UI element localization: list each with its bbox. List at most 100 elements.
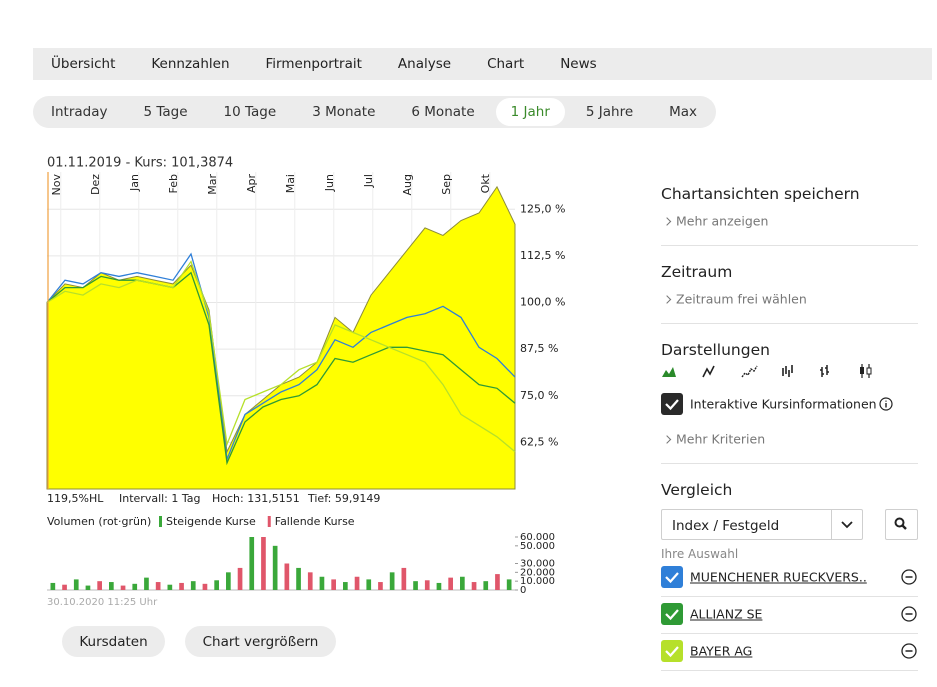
nav-tab[interactable]: Analyse [397,56,452,72]
legend-label: Fallende Kurse [275,515,355,528]
y-tick-label: 0 [520,585,526,596]
icon-points[interactable] [741,365,758,378]
y-tick-label: 60.000 [520,532,555,543]
range-pill[interactable]: 10 Tage [223,104,277,120]
nav-tab[interactable]: Übersicht [51,56,116,72]
icon-hlc[interactable] [820,365,829,377]
x-tick-label: Nov [50,174,63,196]
range-pill[interactable]: 5 Jahre [585,104,634,120]
x-tick-label: Mai [284,174,297,193]
compare-name[interactable]: ALLIANZ SE [690,606,763,622]
link[interactable]: Mehr Kriterien [662,431,766,447]
volume-bar [471,582,477,590]
volume-bar [62,584,67,590]
minus-icon [901,606,917,622]
link-text: Mehr anzeigen [676,213,769,229]
stat: Tief: 59,9149 [307,492,380,505]
legend-swatch [267,516,271,527]
volume-bar [237,567,243,590]
range-pill[interactable]: Max [669,104,698,120]
volume-bar [366,579,372,590]
range-pill[interactable]: 6 Monate [411,104,475,120]
volume-bar [214,580,219,590]
range-bar: Intraday 5 Tage 10 Tage 3 Monate 6 Monate 1 J… [33,96,716,128]
link[interactable]: Zeitraum frei wählen [662,292,807,307]
button[interactable]: Kursdaten [62,626,165,657]
stat: Intervall: 1 Tag [119,492,201,505]
x-tick-label: Jul [362,174,375,188]
minus-icon [901,569,917,585]
chart-area: 62,5 % 75,0 % 87,5 % 100,0 % 112,5 % 125,0 % N… [46,156,565,608]
check-mark [665,646,679,658]
remove-button[interactable] [901,606,917,622]
volume-bar [249,537,255,590]
icon-area[interactable] [662,367,676,377]
icon-line[interactable] [702,365,715,378]
remove-button[interactable] [901,643,917,659]
link-text: Mehr Kriterien [676,431,766,447]
info-icon[interactable] [879,397,893,411]
volume-bar [190,581,196,590]
volume-bar [179,582,184,590]
y-tick-label: 62,5 % [520,435,558,448]
search-button[interactable] [885,509,918,540]
button[interactable]: Chart vergrößern [185,626,336,657]
y-tick-label: 50.000 [520,541,555,552]
section-title: Chartansichten speichern [661,185,860,203]
select[interactable]: Index / Festgeld [661,509,863,540]
nav-bar: Übersicht Kennzahlen Firmenportrait Analyse… [33,48,932,80]
x-tick-label: Apr [245,174,258,194]
checkbox[interactable] [661,566,683,588]
x-tick-label: Sep [440,174,453,195]
legend-label: Steigende Kurse [166,515,256,528]
icon-candle[interactable] [866,367,872,375]
volume-bar [109,582,114,590]
y-tick-label: 10.000 [520,576,555,587]
checkbox[interactable] [661,603,683,625]
range-pill[interactable]: 3 Monate [312,104,376,120]
check-mark [665,572,679,584]
compare-name[interactable]: BAYER AG [690,643,753,659]
range-pill[interactable]: 1 Jahr [495,98,565,126]
volume-bar [296,567,301,590]
nav-tab[interactable]: Chart [487,56,525,72]
divider [661,323,918,324]
x-tick-label: Mar [206,174,219,195]
checkbox-label: Interaktive Kursinformationen [690,396,877,412]
nav-tab[interactable]: Kennzahlen [151,56,230,72]
checkbox[interactable] [661,640,683,662]
icon-candle[interactable] [860,367,864,374]
legend-swatch [159,516,162,527]
chevron-down [841,521,853,529]
section-title: Vergleich [661,481,733,499]
divider [661,596,918,597]
checkbox[interactable] [661,393,683,415]
volume-bar [495,574,500,590]
search-icon [894,517,907,530]
volume-bar [424,580,430,590]
y-tick-label: 20.000 [520,567,555,578]
volume-bar [436,582,442,590]
volume-bar [343,582,348,590]
price-area [46,185,516,490]
volume-bar [97,581,102,590]
icon-ohlc[interactable] [782,365,793,377]
x-tick-label: Feb [167,174,180,193]
volume-bar [50,582,56,590]
range-pill[interactable]: 5 Tage [143,104,188,120]
check-mark [665,609,679,621]
link[interactable]: Mehr anzeigen [662,213,769,229]
volume-bar [460,576,465,590]
volume-bar [226,572,231,590]
nav-tab[interactable]: Firmenportrait [265,56,362,72]
remove-button[interactable] [901,569,917,585]
divider [661,670,918,671]
x-tick-label: Jun [323,174,336,192]
volume-bar [167,584,173,590]
volume-bar [506,579,512,590]
nav-tab[interactable]: News [560,56,597,72]
volume-bar [483,581,489,590]
volume-bar [413,581,418,590]
range-pill[interactable]: Intraday [51,104,108,120]
compare-name[interactable]: MUENCHENER RUECKVERS.. [690,569,867,585]
